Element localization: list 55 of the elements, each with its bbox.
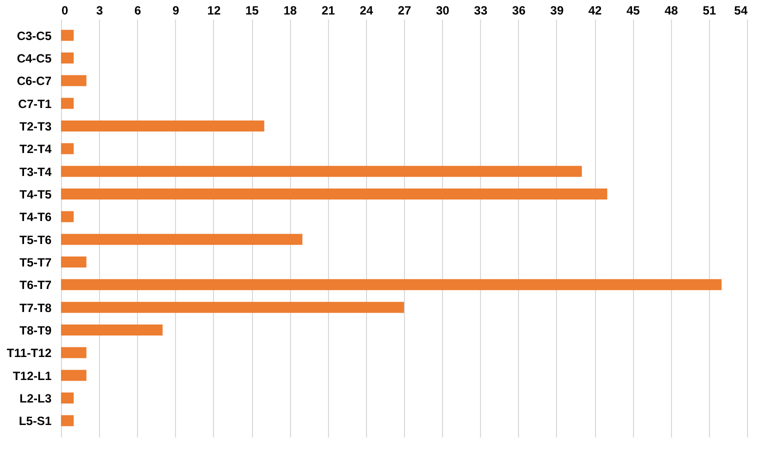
bar <box>61 166 582 177</box>
x-tick-label: 51 <box>702 4 716 18</box>
bar <box>61 188 608 200</box>
bar <box>61 234 302 245</box>
x-tick-label: 12 <box>207 4 221 18</box>
x-tick-label: 54 <box>734 4 748 18</box>
y-tick-label: T2-T3 <box>19 120 52 134</box>
y-tick-label: C7-T1 <box>18 96 52 111</box>
bar <box>61 392 74 404</box>
x-tick-label: 33 <box>474 4 488 18</box>
x-tick-label: 24 <box>360 4 374 18</box>
y-tick-label: C6-C7 <box>16 74 52 88</box>
y-tick-label: T12-L1 <box>12 368 52 383</box>
bar <box>61 75 86 86</box>
x-tick-label: 18 <box>283 4 298 18</box>
x-tick-label: 9 <box>172 4 180 18</box>
bar <box>61 30 74 41</box>
bar <box>61 370 86 381</box>
y-tick-label: T2-T4 <box>19 142 52 156</box>
x-tick-label: 45 <box>626 4 640 18</box>
y-tick-label: T4-T5 <box>19 188 52 202</box>
x-tick-label: 36 <box>512 4 526 18</box>
y-tick-label: L2-L3 <box>19 392 52 406</box>
y-tick-label: C4-C5 <box>16 52 52 66</box>
y-tick-label: T4-T6 <box>19 210 52 224</box>
bar <box>61 347 86 358</box>
x-tick-label: 21 <box>322 4 336 18</box>
x-tick-label: 27 <box>398 4 412 18</box>
y-tick-label: T8-T9 <box>19 324 52 338</box>
y-tick-label: L5-S1 <box>18 414 52 428</box>
bar <box>61 211 74 222</box>
x-tick-label: 15 <box>245 4 260 18</box>
x-tick-label: 3 <box>96 4 104 18</box>
x-tick-label: 48 <box>664 4 678 18</box>
y-tick-label: T5-T6 <box>19 232 52 247</box>
bar <box>61 415 74 426</box>
bar <box>61 98 74 109</box>
y-tick-label: T6-T7 <box>19 278 52 292</box>
bar <box>61 279 722 290</box>
bar <box>61 324 163 336</box>
bar <box>61 256 86 268</box>
x-tick-label: 6 <box>134 4 142 18</box>
x-tick-label: 39 <box>550 4 564 18</box>
y-tick-label: T5-T7 <box>19 256 52 270</box>
bar <box>61 120 264 132</box>
bar <box>61 302 404 313</box>
y-tick-label: T7-T8 <box>19 300 52 315</box>
x-tick-label: 30 <box>436 4 450 18</box>
y-tick-label: T3-T4 <box>19 164 52 179</box>
bar <box>61 52 74 64</box>
y-tick-label: C3-C5 <box>16 28 52 43</box>
x-tick-label: 42 <box>588 4 602 18</box>
x-tick-label: 0 <box>62 4 68 18</box>
y-tick-label: T11-T12 <box>6 346 52 360</box>
bar <box>61 143 74 154</box>
